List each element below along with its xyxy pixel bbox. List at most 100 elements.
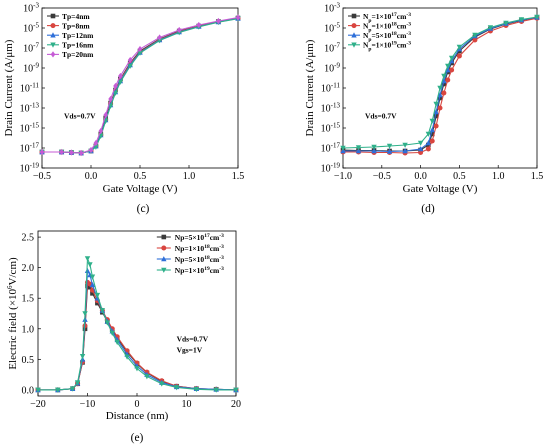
data-point [216, 17, 221, 25]
y-tick-label: 10-19 [321, 162, 341, 175]
legend-marker [161, 267, 167, 273]
x-axis-title: Gate Voltage (V) [403, 183, 478, 195]
data-point [235, 14, 241, 21]
x-tick-label: 1.0 [183, 171, 196, 182]
data-point [104, 320, 110, 326]
y-tick-label: 10-9 [23, 62, 39, 75]
y-tick-label: 10-19 [20, 162, 40, 175]
panel-label: (d) [421, 203, 435, 215]
legend-marker [50, 42, 56, 48]
data-point [456, 53, 462, 59]
x-axis-title: Distance (nm) [106, 410, 169, 422]
data-point [534, 14, 540, 20]
x-tick-label: 1.5 [531, 171, 544, 182]
data-point [144, 374, 150, 380]
panel-d-chart: −1.0 −0.5 0.0 0.5 1.0 1.5 10-3 10-5 10-7 10-9 10-1… [304, 2, 543, 216]
data-point [87, 284, 93, 290]
y-tick-label: 10-17 [20, 142, 40, 155]
data-point [113, 82, 118, 90]
annotation-text: Vds=0.7V [64, 111, 96, 120]
legend-label: Tp=4nm [62, 12, 90, 21]
x-axis-title: Gate Voltage (V) [103, 183, 178, 195]
data-point [429, 138, 435, 144]
data-point [176, 26, 182, 34]
data-point [503, 20, 509, 26]
data-point [108, 95, 113, 103]
x-tick-label: −0.5 [33, 171, 51, 182]
legend-marker [50, 13, 56, 19]
x-tick-label: −1.0 [334, 171, 352, 182]
y-tick-label: 10-7 [23, 42, 39, 55]
data-point [449, 67, 455, 73]
y-tick-label: 10-17 [321, 142, 341, 155]
data-point [448, 55, 455, 61]
data-point [445, 63, 451, 69]
annotation-text: Vds=0.7V [177, 335, 209, 344]
data-point [103, 111, 108, 119]
data-point [425, 131, 432, 137]
x-tick-label: 20 [231, 399, 241, 410]
data-point [193, 386, 200, 393]
data-point [429, 118, 435, 124]
data-point [109, 330, 115, 336]
data-point [213, 387, 219, 393]
data-point [94, 292, 101, 299]
data-point [93, 144, 99, 150]
data-point [425, 146, 431, 152]
series-line [38, 258, 236, 391]
legend-marker [161, 256, 167, 262]
data-point [371, 148, 377, 154]
data-point [429, 131, 435, 137]
legend-label: Tp=8nm [62, 21, 90, 30]
data-point [93, 139, 99, 147]
x-tick-label: 0.0 [414, 171, 427, 182]
data-point [340, 145, 346, 151]
x-tick-label: 0.5 [134, 171, 147, 182]
data-point [89, 281, 96, 288]
data-point [78, 149, 84, 157]
data-point [433, 101, 439, 107]
data-point [355, 145, 362, 151]
legend-marker [161, 234, 167, 240]
data-point [69, 149, 74, 156]
data-point [114, 339, 120, 346]
y-axis-title: Electric field (×106V/cm) [6, 257, 19, 370]
legend-label: Tp=12nm [62, 31, 94, 40]
y-tick-label: 10-15 [20, 122, 40, 135]
x-tick-label: 0.0 [85, 171, 98, 182]
legend-label: Np=5×1018cm-3 [175, 255, 224, 264]
legend-label: Np=5×1017cm-3 [175, 233, 224, 242]
legend-marker [351, 42, 357, 48]
data-point [433, 109, 439, 115]
x-tick-label: −10 [80, 399, 96, 410]
y-tick-label: 10-13 [20, 102, 40, 115]
data-point [429, 127, 435, 133]
data-point [472, 32, 478, 38]
data-point [487, 25, 494, 31]
data-point [127, 56, 133, 64]
data-point [87, 262, 93, 268]
data-point [89, 274, 96, 280]
y-tick-label: 2.0 [22, 263, 35, 274]
data-point [196, 21, 202, 29]
legend-label: Np=1×1018cm-3 [175, 244, 224, 253]
data-point [156, 38, 163, 44]
y-tick-label: 10-3 [324, 2, 340, 15]
data-point [79, 353, 86, 360]
y-tick-label: 10-5 [23, 22, 39, 35]
data-point [59, 148, 64, 156]
panel-label: (c) [137, 203, 150, 215]
y-tick-label: 10-11 [20, 82, 40, 95]
data-point [137, 45, 143, 53]
x-tick-label: 1.5 [232, 171, 245, 182]
data-point [82, 311, 88, 317]
data-point [355, 148, 362, 154]
annotation-text: Vgs=1V [177, 346, 203, 355]
data-point [112, 90, 119, 96]
data-point [437, 105, 443, 111]
data-point [55, 387, 61, 393]
data-point [518, 17, 525, 23]
data-point [99, 308, 106, 314]
data-point [441, 78, 447, 84]
